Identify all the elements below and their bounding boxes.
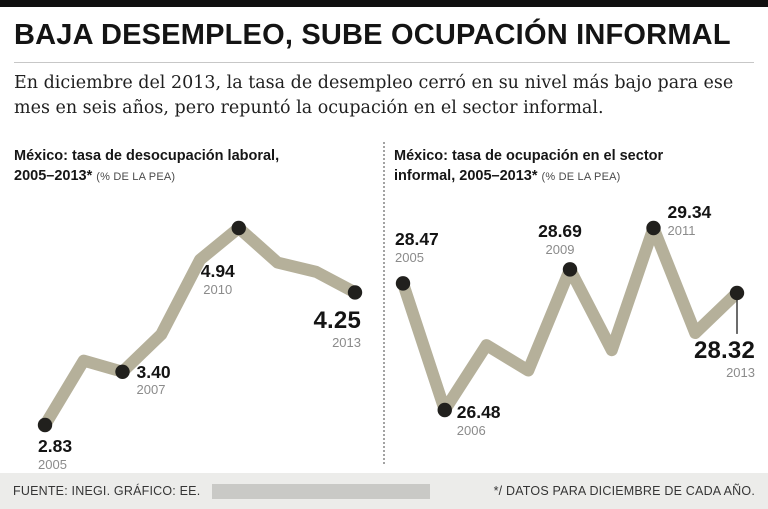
data-value: 3.40 [136,361,171,382]
chart-unit-label: (% DE LA PEA) [541,171,621,183]
chart-title-informal: México: tasa de ocupación en el sector i… [394,146,694,186]
data-point-label-2007: 3.40 2007 [136,361,171,398]
panel-divider-dotted [383,142,385,464]
data-year: 2013 [332,335,361,351]
data-value: 4.25 [313,307,361,335]
trend-line-svg [37,220,363,433]
data-value: 28.32 [693,336,755,364]
data-year: 2011 [667,222,696,238]
data-value: 4.94 [200,261,235,281]
data-point-marker [646,220,661,236]
data-point-marker [37,417,53,433]
headline-divider [14,62,754,63]
chart-unit-label: (% DE LA PEA) [96,171,176,183]
data-year: 2013 [726,364,755,380]
data-point-marker [231,220,246,236]
data-point-label-2013: 4.25 2013 [313,308,361,350]
trend-line-svg [395,220,745,418]
trend-line [39,222,361,431]
chart-title-text: México: tasa de ocupación en el sector i… [394,148,664,184]
data-year: 2005 [395,249,424,265]
line-chart-unemployment: 2.83 2005 3.40 2007 4.94 2010 4.25 2013 [12,192,372,471]
subtitle: En diciembre del 2013, la tasa de desemp… [14,73,734,118]
data-value: 28.69 [538,221,582,242]
data-point-marker [395,276,411,291]
chart-title-text: México: tasa de desocupación laboral, 20… [14,148,280,184]
data-point-label-2011: 29.34 2011 [667,202,712,238]
data-point-label-2006: 26.48 2006 [456,402,501,438]
data-point-marker [562,262,578,277]
data-value: 26.48 [456,402,501,422]
headline: BAJA DESEMPLEO, SUBE OCUPACIÓN INFORMAL [14,19,731,51]
redacted-logo-block [212,483,431,499]
data-value: 28.47 [395,229,439,250]
source-credit: FUENTE: INEGI. GRÁFICO: EE. [13,484,201,498]
top-border-bar [0,0,768,7]
footer-bar: FUENTE: INEGI. GRÁFICO: EE. */ DATOS PAR… [0,473,768,509]
data-year: 2005 [38,456,67,472]
data-point-marker [115,364,130,379]
panel-unemployment-chart: México: tasa de desocupación laboral, 20… [12,140,372,471]
data-value: 29.34 [667,202,712,222]
data-point-label-2005: 2.83 2005 [38,436,73,472]
data-point-label-2009: 28.69 2009 [538,222,582,257]
data-year: 2007 [136,382,166,398]
data-point-label-2005: 28.47 2005 [395,230,439,265]
data-year: 2006 [456,422,486,438]
data-point-marker [347,285,363,300]
data-value: 2.83 [38,436,73,456]
data-point-marker [437,402,452,418]
line-chart-informal: 28.47 2005 26.48 2006 28.69 2009 29.34 2… [392,192,756,464]
chart-title-unemployment: México: tasa de desocupación laboral, 20… [14,146,314,186]
data-point-marker [729,285,745,301]
footnote: */ DATOS PARA DICIEMBRE DE CADA AÑO. [493,484,755,498]
data-point-label-2010: 4.94 2010 [200,261,235,297]
data-point-label-2013: 28.32 2013 [693,336,755,380]
panel-informal-chart: México: tasa de ocupación en el sector i… [392,140,756,470]
data-year: 2010 [203,281,233,297]
data-year: 2009 [545,241,575,257]
